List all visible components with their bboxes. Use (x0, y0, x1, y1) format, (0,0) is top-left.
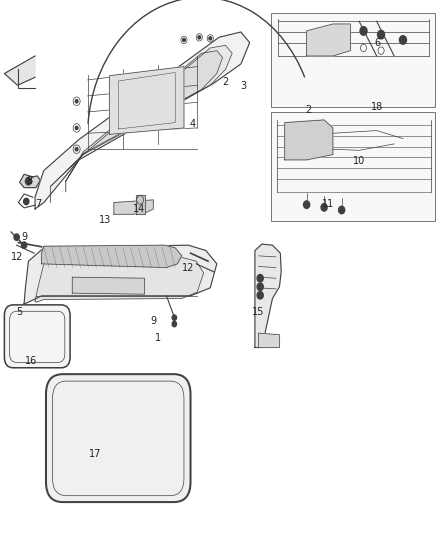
Polygon shape (24, 245, 217, 304)
Circle shape (360, 27, 367, 35)
Polygon shape (114, 200, 153, 214)
Circle shape (25, 177, 32, 185)
Circle shape (172, 315, 177, 320)
Text: 9: 9 (21, 232, 27, 242)
Circle shape (172, 321, 177, 327)
Polygon shape (35, 257, 204, 302)
Polygon shape (35, 32, 250, 209)
Circle shape (75, 100, 78, 103)
Text: 4: 4 (190, 119, 196, 128)
FancyBboxPatch shape (46, 374, 191, 502)
Polygon shape (110, 67, 184, 134)
Text: 17: 17 (89, 449, 102, 459)
Circle shape (257, 274, 263, 282)
Polygon shape (50, 45, 232, 203)
Circle shape (304, 201, 310, 208)
Circle shape (21, 242, 27, 248)
FancyBboxPatch shape (4, 305, 70, 368)
Polygon shape (42, 245, 182, 268)
Polygon shape (72, 277, 145, 294)
Bar (271, 13, 435, 107)
Circle shape (198, 36, 201, 39)
Text: 2: 2 (306, 106, 312, 115)
Circle shape (209, 37, 212, 40)
Text: 11: 11 (321, 199, 334, 208)
Circle shape (183, 38, 185, 42)
Circle shape (257, 292, 263, 299)
Text: 14: 14 (133, 205, 145, 214)
Text: 2: 2 (223, 77, 229, 87)
Polygon shape (4, 56, 35, 85)
Text: 6: 6 (374, 38, 381, 47)
Text: 3: 3 (240, 82, 247, 91)
Text: 8: 8 (27, 176, 33, 186)
Text: 15: 15 (252, 307, 265, 317)
Circle shape (399, 36, 406, 44)
Circle shape (257, 283, 263, 290)
Circle shape (24, 198, 29, 205)
Polygon shape (20, 174, 40, 188)
Circle shape (378, 30, 385, 39)
Polygon shape (255, 244, 281, 348)
Polygon shape (136, 195, 145, 214)
Text: 18: 18 (371, 102, 384, 111)
Polygon shape (258, 333, 279, 348)
Text: 12: 12 (11, 252, 23, 262)
Text: 13: 13 (99, 215, 111, 225)
Circle shape (75, 126, 78, 130)
Circle shape (339, 206, 345, 214)
Bar (271, 112, 435, 221)
Polygon shape (307, 24, 350, 56)
Circle shape (321, 204, 327, 211)
Text: 9: 9 (150, 316, 156, 326)
Polygon shape (285, 120, 333, 160)
Text: 5: 5 (17, 307, 23, 317)
Text: 12: 12 (182, 263, 194, 272)
Text: 10: 10 (353, 156, 365, 166)
Circle shape (75, 148, 78, 151)
Text: 7: 7 (35, 199, 42, 208)
Text: 16: 16 (25, 357, 38, 366)
Polygon shape (66, 51, 223, 192)
Circle shape (14, 234, 19, 240)
Text: 1: 1 (155, 334, 161, 343)
